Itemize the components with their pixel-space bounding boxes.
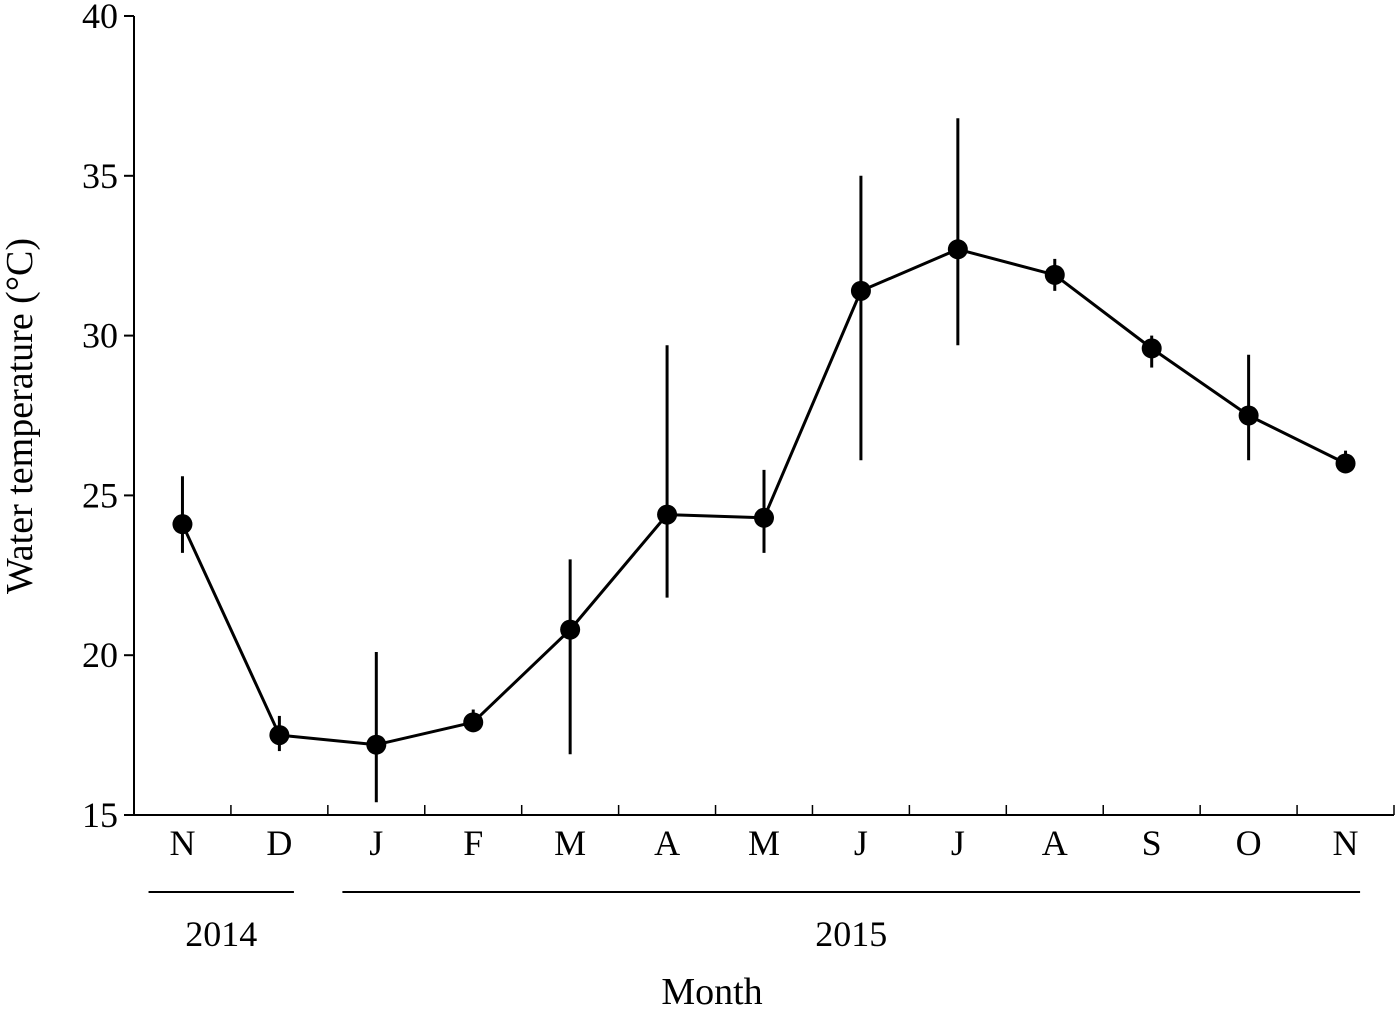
x-tick-label: O — [1236, 823, 1262, 863]
axes — [133, 16, 1394, 816]
data-point — [850, 280, 871, 301]
y-axis-ticks: 15 20 25 30 35 40 — [82, 0, 134, 835]
data-point — [366, 734, 387, 755]
x-tick-label: N — [1333, 823, 1359, 863]
x-tick-label: S — [1142, 823, 1162, 863]
data-point — [657, 504, 678, 525]
x-tick-label: J — [369, 823, 383, 863]
y-tick-label: 35 — [82, 156, 118, 196]
x-tick-label: F — [463, 823, 483, 863]
year-group-label: 2014 — [185, 914, 257, 954]
y-tick-label: 30 — [82, 316, 118, 356]
x-tick-label: M — [554, 823, 586, 863]
y-tick-label: 40 — [82, 0, 118, 36]
year-groups: 2014 2015 — [148, 891, 1361, 954]
x-tick-label: D — [266, 823, 292, 863]
x-tick-label: J — [951, 823, 965, 863]
year-group-label: 2015 — [815, 914, 887, 954]
data-point — [269, 725, 290, 746]
y-tick-label: 15 — [82, 795, 118, 835]
x-tick-label: J — [854, 823, 868, 863]
x-tick-label: A — [654, 823, 680, 863]
x-tick-label: M — [748, 823, 780, 863]
error-bars — [180, 118, 1348, 803]
y-axis-title: Water temperature (°C) — [0, 238, 41, 594]
data-point — [463, 712, 484, 733]
y-tick-label: 25 — [82, 475, 118, 515]
data-point — [560, 619, 581, 640]
data-point — [754, 507, 774, 528]
data-point — [1141, 338, 1162, 359]
x-axis-title: Month — [661, 971, 762, 1009]
data-points — [172, 239, 1356, 755]
x-tick-label: N — [169, 823, 195, 863]
data-point — [172, 514, 193, 535]
data-point — [1044, 264, 1065, 285]
data-point — [947, 239, 968, 260]
x-tick-label: A — [1042, 823, 1068, 863]
data-point — [1238, 405, 1259, 426]
y-tick-label: 20 — [82, 635, 118, 675]
data-point — [1335, 453, 1356, 474]
